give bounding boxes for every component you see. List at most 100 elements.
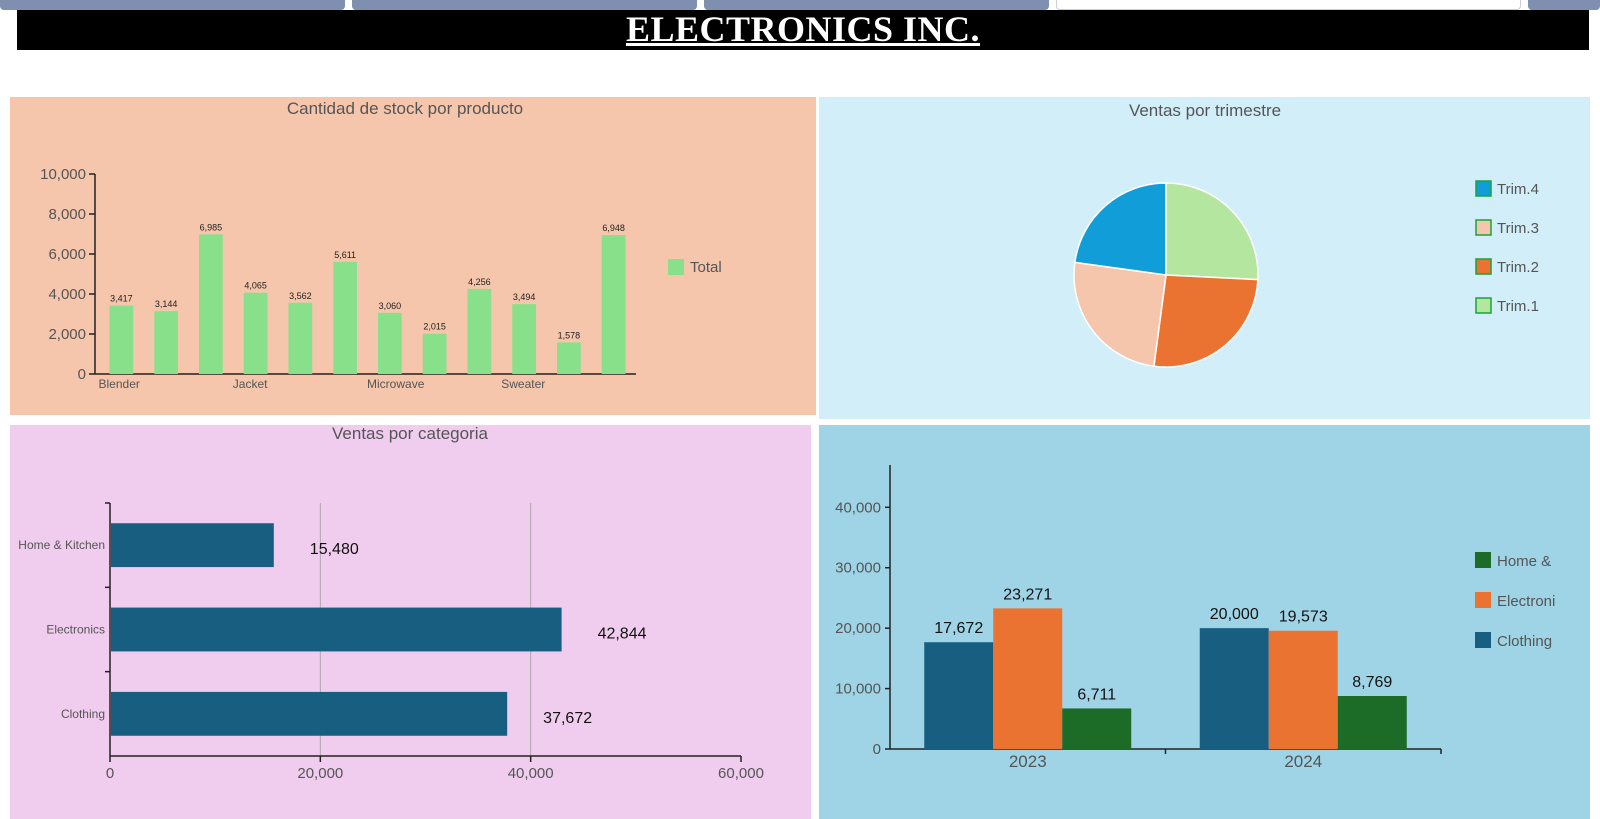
category-bar (111, 607, 562, 652)
year-bar-electronics (1268, 630, 1338, 749)
category-bar (111, 523, 274, 568)
data-label: 6,711 (1077, 686, 1116, 703)
legend-swatch (1475, 297, 1492, 314)
tab-2[interactable] (352, 0, 697, 10)
y-tick-label: Clothing (61, 707, 105, 721)
year-chart: 0 10,000 20,000 30,000 40,000 2023 17,672 23,27… (819, 425, 1590, 819)
legend-swatch (1475, 180, 1492, 197)
data-label: 15,480 (310, 541, 359, 558)
data-label: 37,672 (543, 710, 592, 727)
x-tick-label: 2024 (1284, 752, 1322, 771)
data-label: 3,562 (289, 291, 312, 301)
year-bar-clothing (924, 642, 994, 749)
y-tick-label: Home & Kitchen (18, 538, 105, 552)
data-label: 5,611 (334, 250, 356, 260)
data-label: 1,578 (558, 330, 581, 340)
data-label: 6,985 (200, 222, 223, 232)
category-chart-panel: Ventas por categoria 0 20,000 40,000 60,000 H… (10, 425, 811, 819)
year-bar-electronics (993, 608, 1063, 749)
chart-title: Ventas por categoria (332, 425, 488, 443)
data-label: 4,256 (468, 277, 491, 287)
legend-label: Total (690, 259, 722, 276)
legend-swatch (1475, 219, 1492, 236)
category-bar (111, 691, 508, 736)
tab-3[interactable] (704, 0, 1049, 10)
pie-slice-trim2 (1153, 274, 1259, 368)
quarter-chart: Ventas por trimestre Trim.4 Trim.3 Trim.2 Tr… (819, 97, 1590, 419)
y-tick-label: 2,000 (48, 326, 86, 343)
legend-swatch (1475, 552, 1491, 568)
panel-background (819, 425, 1590, 819)
year-chart-panel: 0 10,000 20,000 30,000 40,000 2023 17,672 23,27… (819, 425, 1590, 819)
y-tick-label: 4,000 (48, 286, 86, 303)
y-tick-label: 8,000 (48, 206, 86, 223)
legend-swatch (1475, 592, 1491, 608)
y-tick-label: 20,000 (835, 620, 881, 637)
data-label: 20,000 (1210, 606, 1259, 623)
pie-slice-trim4 (1074, 182, 1167, 276)
tab-1[interactable] (0, 0, 345, 10)
stock-bar (422, 333, 447, 374)
stock-bar (109, 305, 134, 374)
chart-title: Cantidad de stock por producto (287, 99, 523, 118)
data-label: 23,271 (1003, 586, 1052, 603)
legend-label: Trim.2 (1497, 259, 1539, 276)
data-label: 6,948 (602, 223, 625, 233)
y-tick-label: 6,000 (48, 246, 86, 263)
chart-title: Ventas por trimestre (1129, 101, 1281, 120)
tab-4[interactable] (1056, 0, 1521, 10)
data-label: 3,494 (513, 292, 536, 302)
legend-swatch (1475, 632, 1491, 648)
x-tick-label: Blender (99, 377, 140, 391)
stock-bar (467, 288, 492, 374)
y-tick-label: 0 (873, 741, 881, 758)
legend-label: Electroni (1497, 593, 1555, 610)
data-label: 42,844 (598, 626, 647, 643)
legend-swatch (1475, 258, 1492, 275)
x-tick-label: Microwave (367, 377, 425, 391)
data-label: 3,144 (155, 299, 178, 309)
stock-bar (512, 304, 536, 374)
y-tick-label: Electronics (46, 623, 105, 637)
data-label: 3,417 (110, 294, 133, 304)
stock-chart-panel: Cantidad de stock por producto 0 2,000 4,00… (10, 97, 816, 415)
data-label: 4,065 (244, 281, 267, 291)
tab-5[interactable] (1528, 0, 1600, 10)
x-tick-label: 0 (106, 765, 114, 782)
legend-label: Trim.1 (1497, 298, 1539, 315)
data-label: 3,060 (379, 301, 402, 311)
legend-label: Clothing (1497, 633, 1552, 650)
stock-bar (243, 292, 268, 374)
stock-bar (601, 235, 626, 374)
pie-slice-trim1 (1165, 182, 1259, 281)
x-tick-label: 2023 (1009, 752, 1047, 771)
stock-bar (288, 302, 313, 374)
legend-label: Home & (1497, 553, 1551, 570)
legend-swatch (668, 259, 684, 275)
quarter-chart-panel: Ventas por trimestre Trim.4 Trim.3 Trim.2 Tr… (819, 97, 1590, 419)
data-label: 19,573 (1279, 609, 1328, 626)
stock-bar (378, 312, 402, 374)
y-tick-label: 10,000 (835, 681, 881, 698)
year-bar-clothing (1199, 628, 1269, 749)
tab-strip (0, 0, 1600, 12)
y-tick-label: 40,000 (835, 499, 881, 516)
x-tick-label: Jacket (233, 377, 268, 391)
y-tick-label: 0 (78, 366, 86, 383)
x-tick-label: Sweater (501, 377, 545, 391)
x-tick-label: 20,000 (297, 765, 343, 782)
data-label: 17,672 (934, 620, 983, 637)
y-tick-label: 30,000 (835, 560, 881, 577)
x-tick-label: 40,000 (508, 765, 554, 782)
year-bar-home-kitchen (1062, 708, 1132, 749)
x-tick-label: 60,000 (718, 765, 764, 782)
stock-bar (199, 234, 223, 374)
stock-bar (154, 311, 178, 374)
y-tick-label: 10,000 (40, 166, 86, 183)
category-chart: Ventas por categoria 0 20,000 40,000 60,000 H… (10, 425, 811, 819)
data-label: 2,015 (423, 322, 446, 332)
title-banner: ELECTRONICS INC. (17, 10, 1589, 50)
stock-chart: Cantidad de stock por producto 0 2,000 4,00… (10, 97, 816, 415)
legend-label: Trim.4 (1497, 181, 1539, 198)
panel-background (10, 97, 816, 415)
